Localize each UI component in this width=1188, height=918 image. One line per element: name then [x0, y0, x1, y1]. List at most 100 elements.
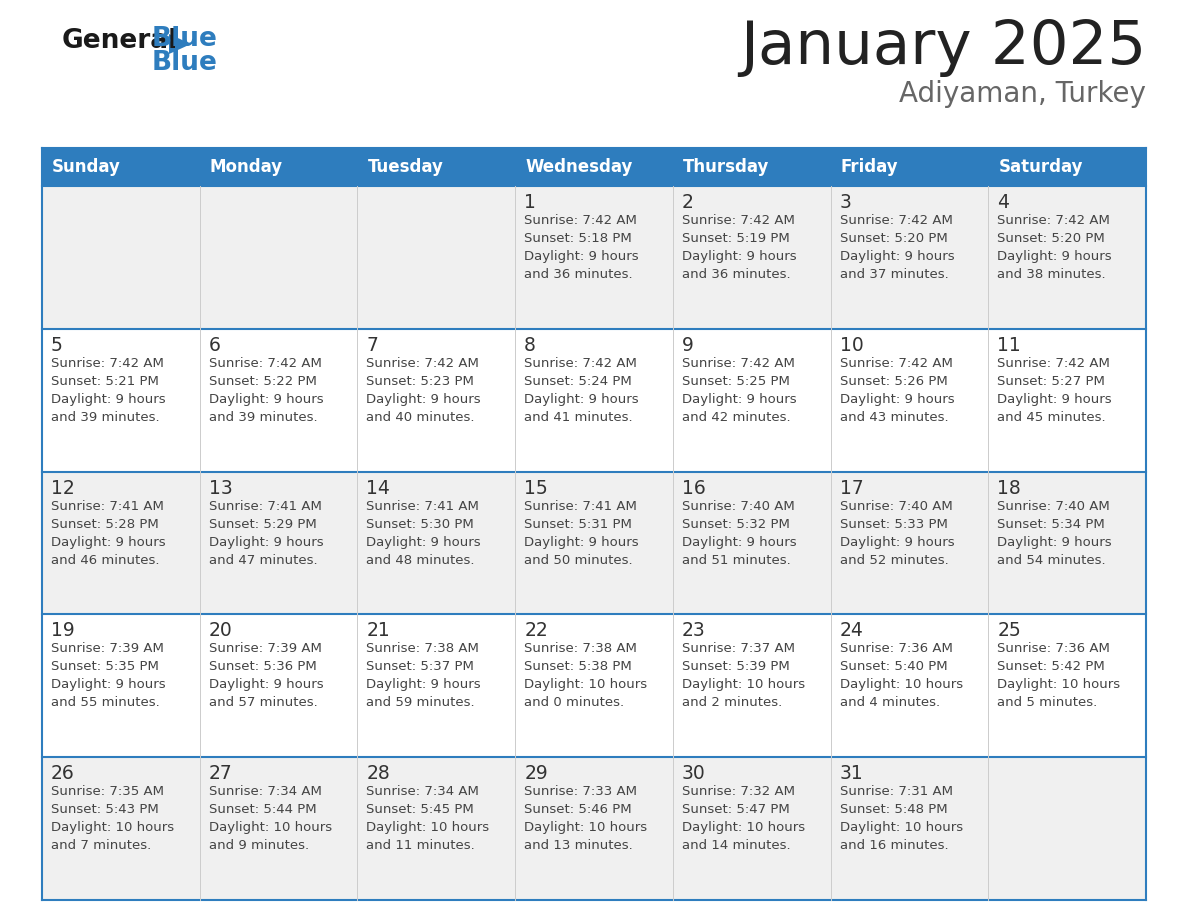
Text: 17: 17: [840, 478, 864, 498]
Text: Sunrise: 7:42 AM
Sunset: 5:19 PM
Daylight: 9 hours
and 36 minutes.: Sunrise: 7:42 AM Sunset: 5:19 PM Dayligh…: [682, 214, 796, 281]
Text: Sunrise: 7:32 AM
Sunset: 5:47 PM
Daylight: 10 hours
and 14 minutes.: Sunrise: 7:32 AM Sunset: 5:47 PM Dayligh…: [682, 785, 805, 852]
Text: Sunrise: 7:41 AM
Sunset: 5:29 PM
Daylight: 9 hours
and 47 minutes.: Sunrise: 7:41 AM Sunset: 5:29 PM Dayligh…: [209, 499, 323, 566]
Text: Sunrise: 7:41 AM
Sunset: 5:31 PM
Daylight: 9 hours
and 50 minutes.: Sunrise: 7:41 AM Sunset: 5:31 PM Dayligh…: [524, 499, 639, 566]
Text: Sunrise: 7:41 AM
Sunset: 5:28 PM
Daylight: 9 hours
and 46 minutes.: Sunrise: 7:41 AM Sunset: 5:28 PM Dayligh…: [51, 499, 165, 566]
Text: Sunrise: 7:40 AM
Sunset: 5:34 PM
Daylight: 9 hours
and 54 minutes.: Sunrise: 7:40 AM Sunset: 5:34 PM Dayligh…: [997, 499, 1112, 566]
Text: Monday: Monday: [210, 158, 283, 176]
Text: Sunrise: 7:31 AM
Sunset: 5:48 PM
Daylight: 10 hours
and 16 minutes.: Sunrise: 7:31 AM Sunset: 5:48 PM Dayligh…: [840, 785, 962, 852]
Text: January 2025: January 2025: [740, 18, 1146, 77]
Bar: [830, 148, 988, 186]
Text: 11: 11: [997, 336, 1020, 354]
Bar: [358, 614, 516, 757]
Bar: [672, 186, 830, 329]
Text: Sunrise: 7:33 AM
Sunset: 5:46 PM
Daylight: 10 hours
and 13 minutes.: Sunrise: 7:33 AM Sunset: 5:46 PM Dayligh…: [524, 785, 647, 852]
Bar: [988, 186, 1146, 329]
Bar: [672, 757, 830, 900]
Text: 26: 26: [51, 764, 75, 783]
Text: 24: 24: [840, 621, 864, 641]
Text: 6: 6: [209, 336, 221, 354]
Bar: [200, 472, 358, 614]
Text: 16: 16: [682, 478, 706, 498]
Text: Sunrise: 7:39 AM
Sunset: 5:35 PM
Daylight: 9 hours
and 55 minutes.: Sunrise: 7:39 AM Sunset: 5:35 PM Dayligh…: [51, 643, 165, 710]
Bar: [42, 148, 200, 186]
Bar: [42, 329, 200, 472]
Bar: [516, 472, 672, 614]
Text: Sunrise: 7:42 AM
Sunset: 5:20 PM
Daylight: 9 hours
and 38 minutes.: Sunrise: 7:42 AM Sunset: 5:20 PM Dayligh…: [997, 214, 1112, 281]
Text: Sunrise: 7:42 AM
Sunset: 5:24 PM
Daylight: 9 hours
and 41 minutes.: Sunrise: 7:42 AM Sunset: 5:24 PM Dayligh…: [524, 357, 639, 424]
Bar: [516, 614, 672, 757]
Text: 13: 13: [209, 478, 233, 498]
Text: Sunrise: 7:42 AM
Sunset: 5:18 PM
Daylight: 9 hours
and 36 minutes.: Sunrise: 7:42 AM Sunset: 5:18 PM Dayligh…: [524, 214, 639, 281]
Text: 15: 15: [524, 478, 548, 498]
Bar: [672, 148, 830, 186]
Bar: [516, 148, 672, 186]
Text: Sunrise: 7:36 AM
Sunset: 5:40 PM
Daylight: 10 hours
and 4 minutes.: Sunrise: 7:36 AM Sunset: 5:40 PM Dayligh…: [840, 643, 962, 710]
Text: 19: 19: [51, 621, 75, 641]
Bar: [516, 186, 672, 329]
Text: 1: 1: [524, 193, 536, 212]
Text: 23: 23: [682, 621, 706, 641]
Text: 22: 22: [524, 621, 548, 641]
Bar: [830, 614, 988, 757]
Text: 18: 18: [997, 478, 1020, 498]
Bar: [358, 757, 516, 900]
Bar: [988, 614, 1146, 757]
Text: Sunrise: 7:37 AM
Sunset: 5:39 PM
Daylight: 10 hours
and 2 minutes.: Sunrise: 7:37 AM Sunset: 5:39 PM Dayligh…: [682, 643, 805, 710]
Text: Blue: Blue: [152, 50, 217, 76]
Text: Adiyaman, Turkey: Adiyaman, Turkey: [899, 80, 1146, 108]
Bar: [988, 472, 1146, 614]
Text: Sunday: Sunday: [52, 158, 121, 176]
Bar: [200, 614, 358, 757]
Text: Sunrise: 7:34 AM
Sunset: 5:45 PM
Daylight: 10 hours
and 11 minutes.: Sunrise: 7:34 AM Sunset: 5:45 PM Dayligh…: [366, 785, 489, 852]
Bar: [200, 329, 358, 472]
Bar: [830, 186, 988, 329]
Text: Sunrise: 7:42 AM
Sunset: 5:23 PM
Daylight: 9 hours
and 40 minutes.: Sunrise: 7:42 AM Sunset: 5:23 PM Dayligh…: [366, 357, 481, 424]
Text: Sunrise: 7:40 AM
Sunset: 5:33 PM
Daylight: 9 hours
and 52 minutes.: Sunrise: 7:40 AM Sunset: 5:33 PM Dayligh…: [840, 499, 954, 566]
Text: Saturday: Saturday: [998, 158, 1082, 176]
Text: Sunrise: 7:36 AM
Sunset: 5:42 PM
Daylight: 10 hours
and 5 minutes.: Sunrise: 7:36 AM Sunset: 5:42 PM Dayligh…: [997, 643, 1120, 710]
Text: 27: 27: [209, 764, 233, 783]
Text: 14: 14: [366, 478, 391, 498]
Text: 30: 30: [682, 764, 706, 783]
Text: 2: 2: [682, 193, 694, 212]
Bar: [672, 472, 830, 614]
Text: 20: 20: [209, 621, 233, 641]
Bar: [830, 472, 988, 614]
Bar: [200, 757, 358, 900]
Bar: [358, 329, 516, 472]
Text: General: General: [62, 28, 178, 54]
Bar: [516, 329, 672, 472]
Text: 10: 10: [840, 336, 864, 354]
Text: Sunrise: 7:42 AM
Sunset: 5:26 PM
Daylight: 9 hours
and 43 minutes.: Sunrise: 7:42 AM Sunset: 5:26 PM Dayligh…: [840, 357, 954, 424]
Bar: [988, 329, 1146, 472]
Bar: [988, 148, 1146, 186]
Bar: [988, 757, 1146, 900]
Text: 12: 12: [51, 478, 75, 498]
Bar: [42, 757, 200, 900]
Text: 28: 28: [366, 764, 390, 783]
Text: 9: 9: [682, 336, 694, 354]
Bar: [672, 329, 830, 472]
Bar: [42, 614, 200, 757]
Bar: [358, 148, 516, 186]
Text: 31: 31: [840, 764, 864, 783]
Text: Blue: Blue: [152, 26, 217, 52]
Text: 3: 3: [840, 193, 852, 212]
Text: Sunrise: 7:34 AM
Sunset: 5:44 PM
Daylight: 10 hours
and 9 minutes.: Sunrise: 7:34 AM Sunset: 5:44 PM Dayligh…: [209, 785, 331, 852]
Bar: [200, 148, 358, 186]
Text: 4: 4: [997, 193, 1010, 212]
Text: Sunrise: 7:42 AM
Sunset: 5:20 PM
Daylight: 9 hours
and 37 minutes.: Sunrise: 7:42 AM Sunset: 5:20 PM Dayligh…: [840, 214, 954, 281]
Text: Sunrise: 7:35 AM
Sunset: 5:43 PM
Daylight: 10 hours
and 7 minutes.: Sunrise: 7:35 AM Sunset: 5:43 PM Dayligh…: [51, 785, 175, 852]
Bar: [672, 614, 830, 757]
Text: Sunrise: 7:38 AM
Sunset: 5:37 PM
Daylight: 9 hours
and 59 minutes.: Sunrise: 7:38 AM Sunset: 5:37 PM Dayligh…: [366, 643, 481, 710]
Text: Sunrise: 7:42 AM
Sunset: 5:22 PM
Daylight: 9 hours
and 39 minutes.: Sunrise: 7:42 AM Sunset: 5:22 PM Dayligh…: [209, 357, 323, 424]
Text: Sunrise: 7:42 AM
Sunset: 5:21 PM
Daylight: 9 hours
and 39 minutes.: Sunrise: 7:42 AM Sunset: 5:21 PM Dayligh…: [51, 357, 165, 424]
Bar: [42, 472, 200, 614]
Text: Friday: Friday: [841, 158, 898, 176]
Text: Sunrise: 7:42 AM
Sunset: 5:25 PM
Daylight: 9 hours
and 42 minutes.: Sunrise: 7:42 AM Sunset: 5:25 PM Dayligh…: [682, 357, 796, 424]
Text: Sunrise: 7:40 AM
Sunset: 5:32 PM
Daylight: 9 hours
and 51 minutes.: Sunrise: 7:40 AM Sunset: 5:32 PM Dayligh…: [682, 499, 796, 566]
Text: Tuesday: Tuesday: [367, 158, 443, 176]
Text: 25: 25: [997, 621, 1020, 641]
Bar: [358, 186, 516, 329]
Bar: [516, 757, 672, 900]
